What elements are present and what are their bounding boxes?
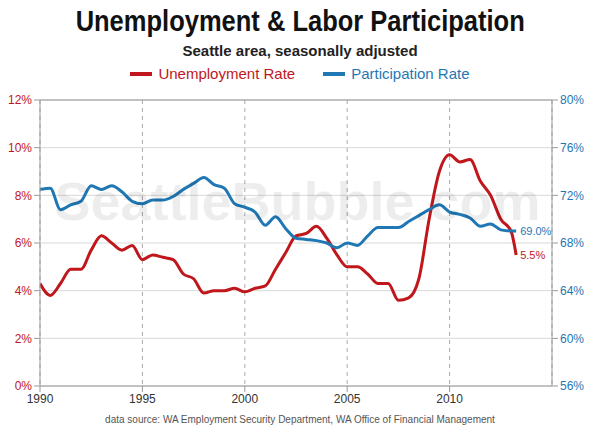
svg-text:76%: 76% bbox=[560, 141, 584, 155]
svg-text:6%: 6% bbox=[15, 236, 33, 250]
svg-text:2000: 2000 bbox=[231, 392, 258, 406]
svg-text:69.0%: 69.0% bbox=[520, 225, 551, 237]
svg-text:2010: 2010 bbox=[436, 392, 463, 406]
svg-text:2%: 2% bbox=[15, 332, 33, 346]
svg-text:10%: 10% bbox=[8, 141, 32, 155]
svg-text:1995: 1995 bbox=[129, 392, 156, 406]
svg-text:5.5%: 5.5% bbox=[520, 249, 545, 261]
svg-text:8%: 8% bbox=[15, 189, 33, 203]
svg-text:2005: 2005 bbox=[334, 392, 361, 406]
svg-text:60%: 60% bbox=[560, 332, 584, 346]
svg-text:4%: 4% bbox=[15, 284, 33, 298]
svg-text:64%: 64% bbox=[560, 284, 584, 298]
svg-text:80%: 80% bbox=[560, 93, 584, 107]
svg-text:72%: 72% bbox=[560, 189, 584, 203]
svg-text:12%: 12% bbox=[8, 93, 32, 107]
svg-text:1990: 1990 bbox=[27, 392, 54, 406]
svg-text:68%: 68% bbox=[560, 236, 584, 250]
svg-text:0%: 0% bbox=[15, 379, 33, 393]
svg-text:56%: 56% bbox=[560, 379, 584, 393]
